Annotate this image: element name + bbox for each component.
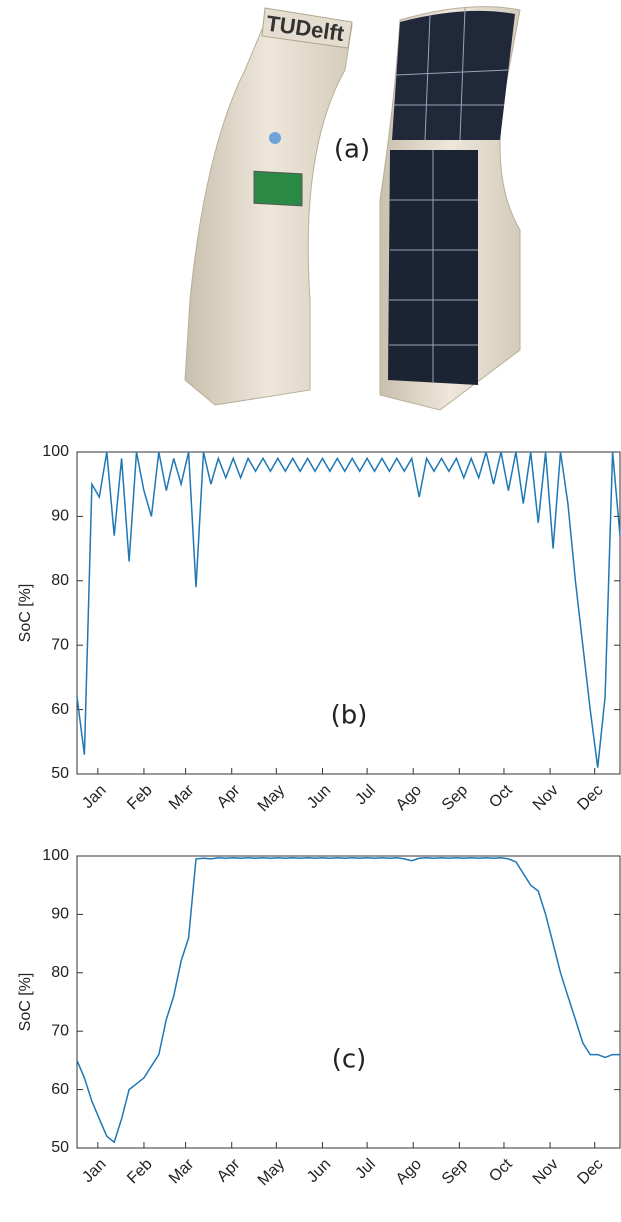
panel-label: (b): [331, 701, 368, 731]
x-tick-label: Ago: [393, 782, 425, 814]
x-tick-label: Dec: [574, 782, 606, 814]
x-tick-label: Jun: [304, 782, 334, 812]
y-axis-label: SoC [%]: [17, 584, 34, 643]
x-tick-label: Jan: [79, 782, 109, 812]
photo: TUDelft (a): [184, 6, 521, 411]
y-tick-label: 80: [51, 572, 69, 589]
chart: 50 60 70 80 90 100 Jan Feb Mar Apr May Jun Jul Ago Sep…: [17, 847, 621, 1189]
x-tick-label: Oct: [486, 1155, 516, 1185]
y-tick-label: 50: [51, 1139, 69, 1156]
x-tick-label: Nov: [530, 1156, 562, 1188]
x-tick-label: Ago: [393, 1156, 425, 1188]
x-tick-label: Jun: [304, 1156, 334, 1186]
chart: 50 60 70 80 90 100 Jan Feb Mar Apr May Jun Jul Ago Sep…: [17, 443, 621, 815]
y-tick-label: 60: [51, 1081, 69, 1098]
y-tick-label: 70: [51, 636, 69, 653]
x-tick-label: Oct: [486, 781, 516, 811]
x-tick-label: Mar: [166, 781, 198, 813]
series-line: [76, 451, 621, 768]
x-tick-label: Mar: [166, 1155, 198, 1187]
y-tick-label: 100: [42, 847, 69, 864]
panel-label: (a): [334, 135, 370, 165]
x-tick-label: Sep: [439, 782, 471, 814]
y-tick-label: 60: [51, 701, 69, 718]
x-tick-label: Apr: [214, 781, 244, 811]
plot-frame: [76, 855, 621, 1149]
x-tick-label: Apr: [214, 1155, 244, 1185]
x-tick-label: Jul: [352, 1156, 378, 1182]
x-tick-label: Jan: [79, 1156, 109, 1186]
x-tick-label: May: [255, 782, 288, 815]
y-tick-label: 90: [51, 508, 69, 525]
panel-label: (c): [332, 1045, 367, 1075]
x-tick-label: Nov: [530, 782, 562, 814]
x-tick-label: Feb: [124, 782, 156, 814]
x-tick-label: May: [255, 1156, 288, 1189]
y-tick-label: 70: [51, 1022, 69, 1039]
x-tick-label: Sep: [439, 1156, 471, 1188]
x-tick-label: Dec: [574, 1156, 606, 1188]
y-axis-label: SoC [%]: [17, 973, 34, 1032]
y-tick-label: 50: [51, 765, 69, 782]
plot-frame: [76, 451, 621, 775]
y-tick-label: 90: [51, 906, 69, 923]
x-tick-label: Jul: [352, 782, 378, 808]
y-tick-label: 80: [51, 964, 69, 981]
y-tick-label: 100: [42, 443, 69, 460]
x-tick-label: Feb: [124, 1156, 156, 1188]
series-line: [76, 857, 620, 1144]
